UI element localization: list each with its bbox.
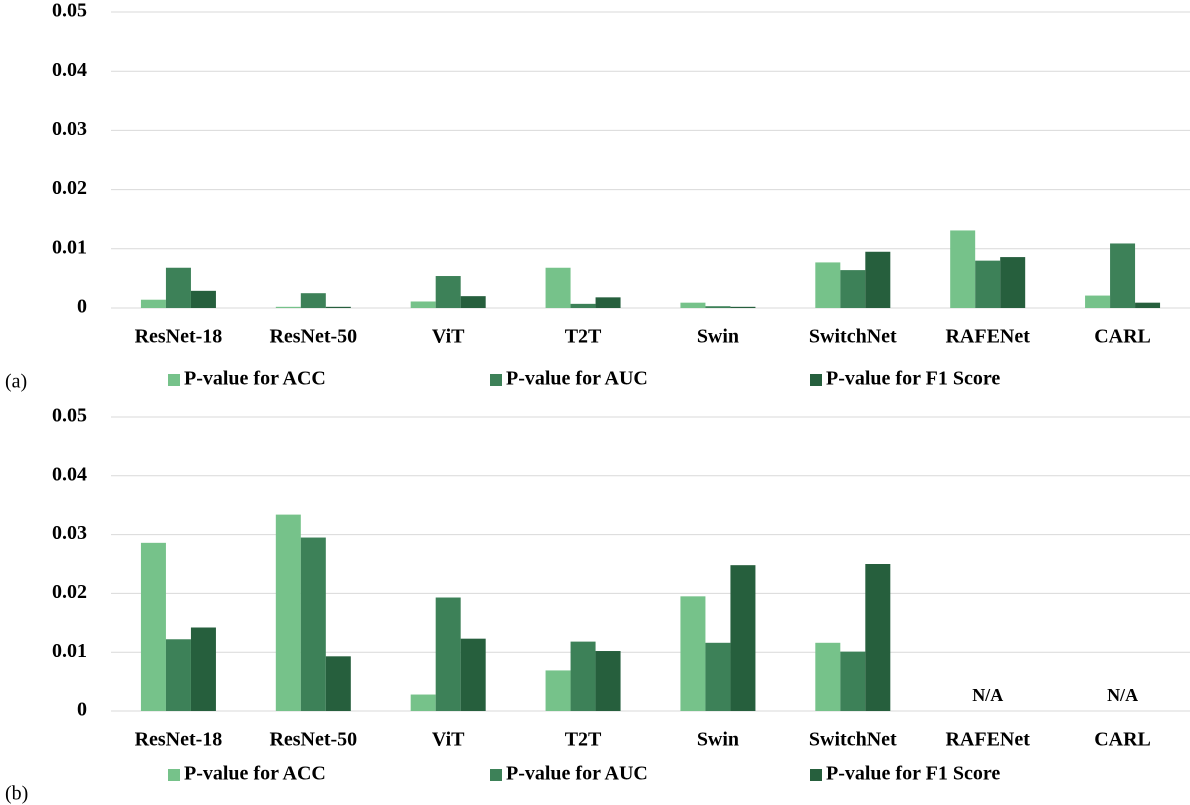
- x-tick-label: Swin: [697, 729, 739, 751]
- legend-swatch: [490, 374, 502, 386]
- panel-label: (b): [5, 783, 28, 805]
- y-tick-label: 0.01: [52, 236, 87, 258]
- x-tick-label: ResNet-50: [269, 326, 357, 348]
- x-tick-label: ViT: [432, 326, 465, 348]
- x-tick-label: ResNet-50: [269, 729, 357, 751]
- x-tick-label: RAFENet: [945, 326, 1030, 348]
- bar: [165, 267, 191, 308]
- bar: [300, 537, 326, 711]
- bar: [460, 638, 486, 711]
- y-tick-label: 0.05: [52, 405, 87, 427]
- bar: [275, 514, 301, 711]
- bar: [815, 262, 841, 308]
- y-tick-label: 0.02: [52, 581, 87, 603]
- legend-label: P-value for F1 Score: [826, 763, 1000, 785]
- y-tick-label: 0.05: [52, 0, 87, 22]
- bar: [410, 694, 436, 711]
- x-tick-label: ViT: [432, 729, 465, 751]
- y-tick-label: 0: [77, 296, 87, 318]
- legend-label: P-value for ACC: [184, 368, 326, 390]
- bar: [275, 306, 301, 308]
- bar: [570, 303, 596, 308]
- bar: [545, 267, 571, 308]
- bar: [705, 306, 731, 308]
- y-tick-label: 0: [77, 699, 87, 721]
- bar: [325, 306, 351, 308]
- x-tick-label: Swin: [697, 326, 739, 348]
- annotation: N/A: [972, 685, 1003, 705]
- x-tick-label: RAFENet: [945, 729, 1030, 751]
- bar: [1085, 295, 1111, 308]
- bar: [950, 230, 976, 308]
- bar: [840, 270, 866, 308]
- bar: [595, 297, 621, 308]
- x-tick-label: CARL: [1094, 729, 1151, 751]
- bar: [325, 656, 351, 711]
- bar: [815, 642, 841, 711]
- bar: [300, 293, 326, 308]
- bar: [190, 627, 216, 711]
- bar: [595, 651, 621, 711]
- x-tick-label: SwitchNet: [809, 326, 897, 348]
- x-tick-label: T2T: [565, 326, 602, 348]
- annotation: N/A: [1107, 685, 1138, 705]
- bar: [460, 296, 486, 308]
- legend-label: P-value for AUC: [506, 763, 648, 785]
- bar: [545, 670, 571, 711]
- bar: [410, 301, 436, 308]
- bar: [165, 639, 191, 711]
- bar: [140, 299, 166, 308]
- bar: [680, 302, 706, 308]
- bar: [730, 306, 756, 308]
- x-tick-label: ResNet-18: [135, 729, 223, 751]
- legend-label: P-value for AUC: [506, 368, 648, 390]
- legend-label: P-value for F1 Score: [826, 368, 1000, 390]
- bar: [865, 251, 891, 308]
- panel-label: (a): [5, 371, 27, 393]
- x-tick-label: T2T: [565, 729, 602, 751]
- bar: [705, 642, 731, 711]
- bar: [140, 542, 166, 711]
- legend-swatch: [168, 374, 180, 386]
- legend-swatch: [490, 769, 502, 781]
- bar: [190, 290, 216, 308]
- legend-swatch: [810, 374, 822, 386]
- bar: [975, 260, 1001, 308]
- y-tick-label: 0.03: [52, 522, 87, 544]
- bar: [435, 276, 461, 308]
- bar: [1000, 257, 1026, 308]
- x-tick-label: ResNet-18: [135, 326, 223, 348]
- bar: [730, 565, 756, 711]
- legend-swatch: [168, 769, 180, 781]
- bar: [1135, 302, 1161, 308]
- bar: [435, 597, 461, 711]
- bar: [1110, 243, 1136, 308]
- legend-swatch: [810, 769, 822, 781]
- y-tick-label: 0.04: [52, 463, 87, 485]
- x-tick-label: CARL: [1094, 326, 1151, 348]
- bar: [865, 564, 891, 711]
- bar: [570, 641, 596, 711]
- bar: [840, 651, 866, 711]
- legend-label: P-value for ACC: [184, 763, 326, 785]
- bar: [680, 596, 706, 711]
- y-tick-label: 0.02: [52, 177, 87, 199]
- y-tick-label: 0.04: [52, 59, 87, 81]
- y-tick-label: 0.01: [52, 640, 87, 662]
- y-tick-label: 0.03: [52, 118, 87, 140]
- x-tick-label: SwitchNet: [809, 729, 897, 751]
